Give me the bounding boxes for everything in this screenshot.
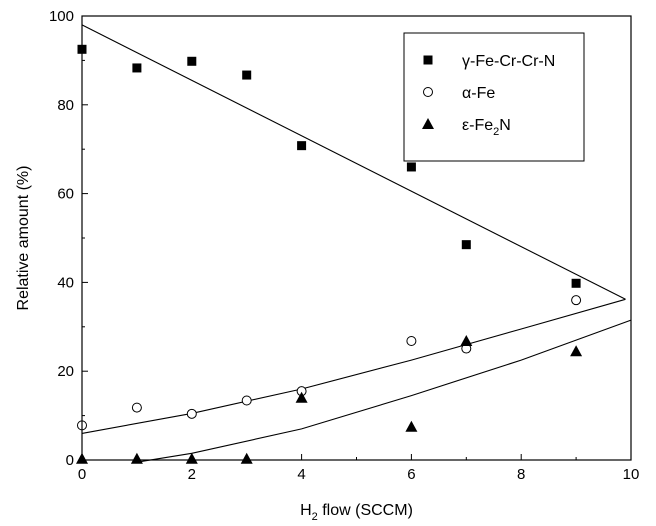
y-tick-label: 100	[49, 8, 74, 25]
x-tick-label: 6	[407, 466, 415, 483]
series-1-point	[297, 141, 307, 151]
series-2-point	[186, 408, 197, 419]
legend-label-1: γ-Fe-Cr-Cr-N	[462, 53, 555, 70]
y-tick-label: 80	[57, 97, 74, 114]
legend-marker-3	[422, 118, 434, 129]
axis-ticks	[81, 15, 632, 461]
series-2-point	[406, 336, 417, 347]
y-tick-label: 0	[66, 452, 74, 469]
series-1-point	[461, 240, 471, 250]
fit-curve-2	[81, 298, 626, 434]
x-axis-label: H2 flow (SCCM)	[300, 502, 413, 523]
x-axis-label-subscript: 2	[312, 511, 318, 523]
legend-label-2: α-Fe	[462, 85, 495, 102]
series-1-point	[406, 162, 416, 172]
series-3-point	[460, 335, 473, 346]
legend: γ-Fe-Cr-Cr-N α-Fe ε-Fe2N	[403, 32, 585, 162]
series-1-point	[132, 63, 142, 73]
series-1-point	[242, 70, 252, 80]
series-3-point	[295, 391, 308, 403]
x-tick-label: 0	[78, 466, 86, 483]
y-tick-label: 40	[57, 274, 74, 291]
series-1-point	[187, 56, 197, 66]
legend-box	[403, 32, 585, 162]
x-tick-label: 2	[188, 466, 196, 483]
series-2-point	[241, 395, 252, 406]
legend-marker-2	[423, 87, 433, 97]
legend-marker-1	[423, 55, 433, 65]
fit-curves	[81, 24, 632, 463]
x-tick-label: 8	[517, 466, 525, 483]
y-axis-label: Relative amount (%)	[15, 166, 32, 311]
series-1-point	[571, 278, 581, 288]
fit-curve-3	[136, 319, 632, 463]
fit-curve-1	[81, 24, 626, 300]
y-tick-label: 20	[57, 363, 74, 380]
series-3-point	[405, 420, 418, 432]
x-tick-label: 10	[623, 466, 640, 483]
y-tick-label: 60	[57, 186, 74, 203]
legend-label-3: ε-Fe2N	[462, 117, 511, 138]
series-3-point	[570, 345, 583, 357]
series-2-point	[131, 402, 142, 413]
series-2-point	[571, 295, 582, 306]
x-tick-label: 4	[297, 466, 305, 483]
